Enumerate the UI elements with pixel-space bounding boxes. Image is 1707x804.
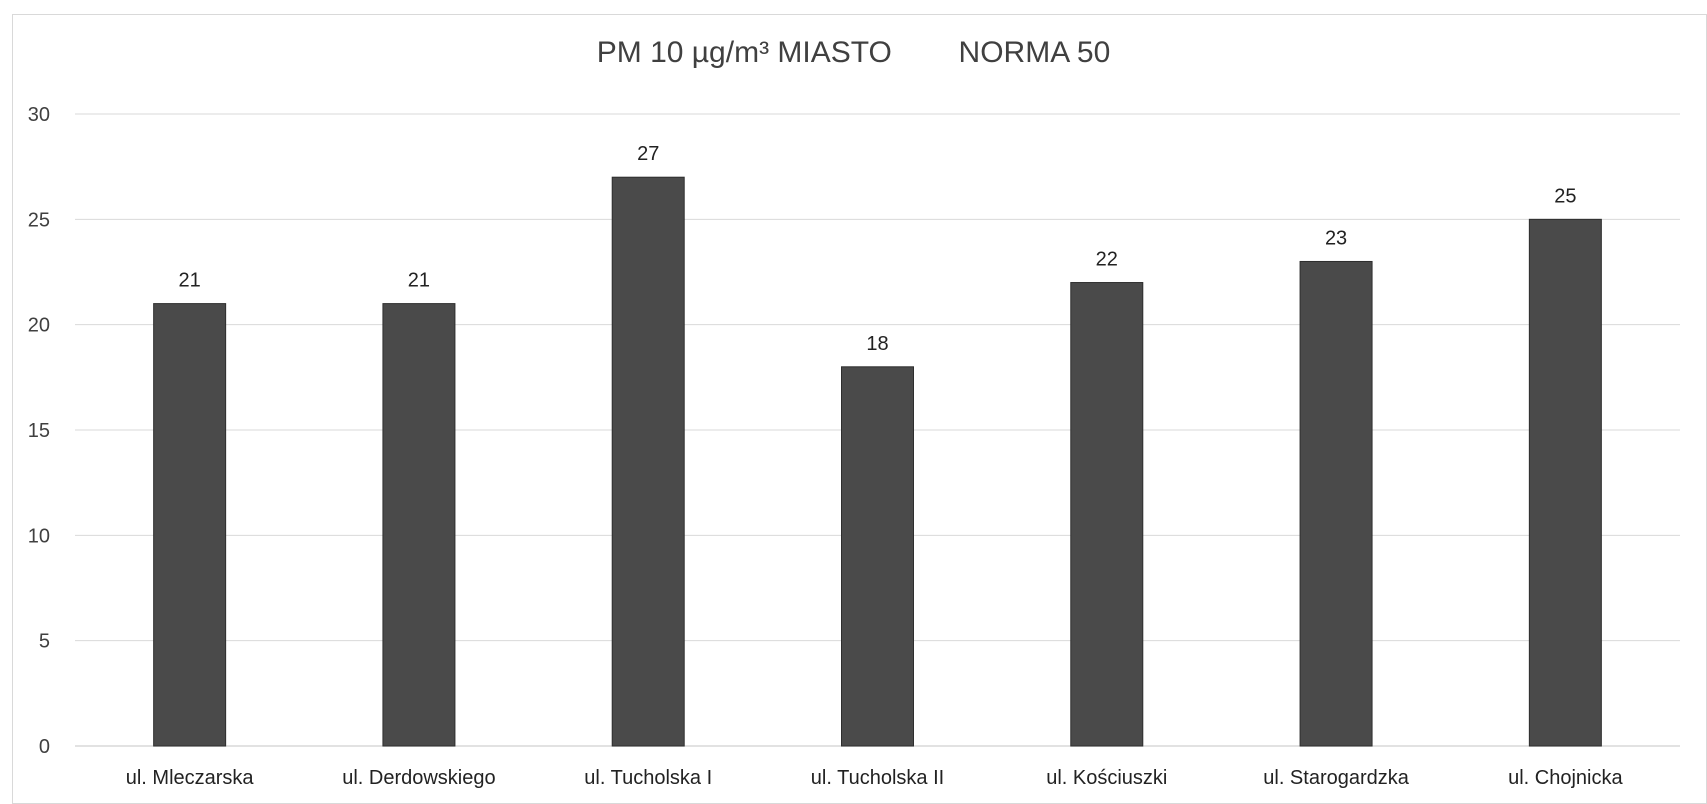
y-tick-label: 20 [28,315,50,337]
chart-title: PM 10 µg/m³ MIASTO NORMA 50 [596,36,1111,69]
data-label: 22 [1096,249,1118,271]
y-tick-label: 30 [28,104,50,126]
y-tick-label: 25 [28,209,50,231]
y-tick-label: 10 [28,525,50,547]
x-tick-label: ul. Starogardzka [1263,767,1410,789]
bar [1528,218,1602,747]
y-tick-label: 0 [39,736,50,758]
y-tick-label: 5 [39,631,50,653]
data-label: 18 [866,333,888,355]
data-label: 27 [637,143,659,165]
x-tick-label: ul. Chojnicka [1508,767,1623,789]
y-axis-tick-labels: 0 5 10 15 20 25 30 [28,104,50,758]
x-tick-label: ul. Tucholska I [584,767,712,789]
bar [1070,282,1144,747]
bar [153,303,227,747]
data-label: 25 [1554,185,1576,207]
bars [153,176,1602,747]
bar [611,176,685,747]
data-label: 23 [1325,227,1347,249]
data-labels: 21 21 27 18 22 23 25 [179,143,1577,355]
y-tick-label: 15 [28,420,50,442]
bar [1299,260,1373,747]
x-tick-label: ul. Kościuszki [1046,767,1167,789]
data-label: 21 [408,270,430,292]
x-axis-tick-labels: ul. Mleczarska ul. Derdowskiego ul. Tuchol… [126,767,1624,789]
x-tick-label: ul. Tucholska II [811,767,944,789]
bar [841,366,914,747]
x-tick-label: ul. Mleczarska [126,767,255,789]
x-tick-label: ul. Derdowskiego [342,767,495,789]
data-label: 21 [179,270,201,292]
bar [382,303,456,747]
